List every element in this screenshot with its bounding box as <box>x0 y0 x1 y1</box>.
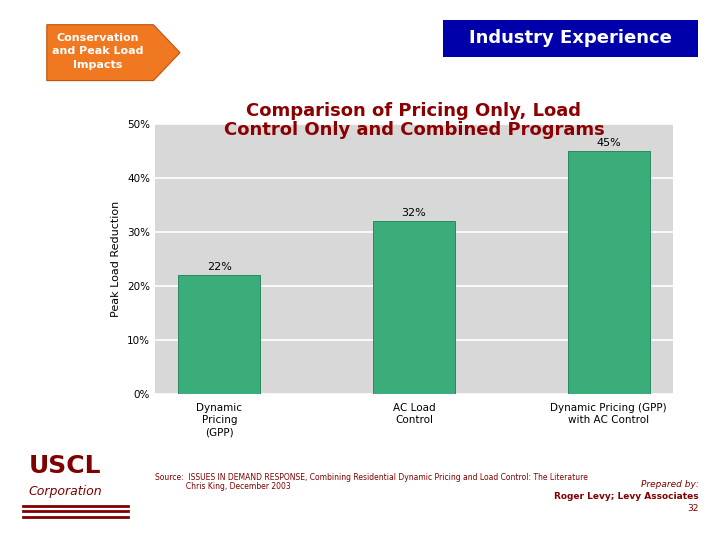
Text: Prepared by:: Prepared by: <box>641 480 698 489</box>
Text: 45%: 45% <box>596 138 621 148</box>
Text: Source:  ISSUES IN DEMAND RESPONSE, Combining Residential Dynamic Pricing and Lo: Source: ISSUES IN DEMAND RESPONSE, Combi… <box>155 472 588 482</box>
Text: USCL: USCL <box>29 454 102 478</box>
Y-axis label: Peak Load Reduction: Peak Load Reduction <box>112 201 122 318</box>
Text: 32%: 32% <box>402 208 426 218</box>
Text: Corporation: Corporation <box>29 485 102 498</box>
Text: Industry Experience: Industry Experience <box>469 29 672 48</box>
Bar <box>373 221 455 394</box>
Text: 32: 32 <box>687 504 698 513</box>
Bar <box>179 275 260 394</box>
Text: Roger Levy; Levy Associates: Roger Levy; Levy Associates <box>554 492 698 501</box>
Bar <box>568 151 649 394</box>
Text: Control Only and Combined Programs: Control Only and Combined Programs <box>224 120 604 139</box>
Text: Chris King, December 2003: Chris King, December 2003 <box>155 482 291 491</box>
Text: Comparison of Pricing Only, Load: Comparison of Pricing Only, Load <box>246 102 582 120</box>
Text: 22%: 22% <box>207 262 232 272</box>
Text: Conservation
and Peak Load
Impacts: Conservation and Peak Load Impacts <box>52 33 143 70</box>
Polygon shape <box>47 25 180 80</box>
